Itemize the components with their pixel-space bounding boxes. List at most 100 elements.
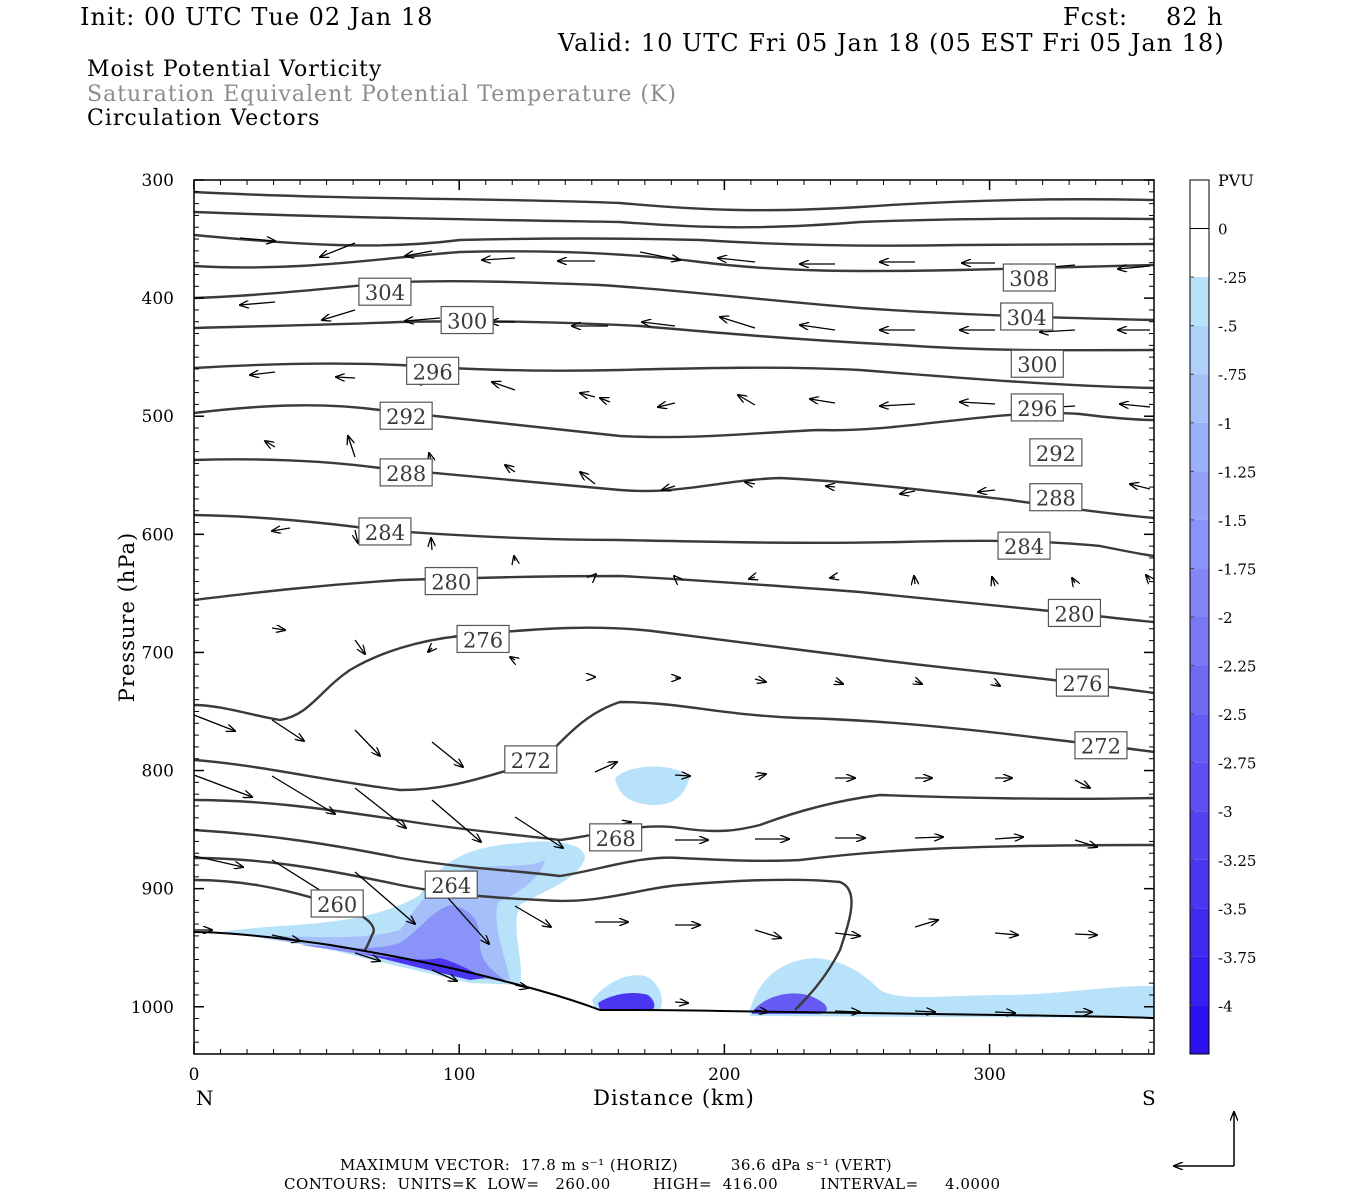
circulation-vector bbox=[1146, 575, 1150, 580]
pv-region-sfc-left-core bbox=[598, 992, 655, 1010]
colorbar-swatch bbox=[1190, 374, 1209, 423]
contour-label: 272 bbox=[504, 745, 558, 774]
contour-line bbox=[194, 793, 1154, 842]
contour-line bbox=[194, 458, 1154, 520]
colorbar-label: -3.5 bbox=[1218, 900, 1247, 918]
contour-info-note: CONTOURS: UNITS=K LOW= 260.00 HIGH= 416.… bbox=[284, 1175, 1001, 1193]
circulation-vector bbox=[1074, 839, 1097, 847]
colorbar-swatch bbox=[1190, 325, 1209, 375]
contour-line bbox=[194, 931, 1154, 1019]
circulation-vector bbox=[900, 491, 916, 494]
colorbar-label: -.5 bbox=[1218, 318, 1237, 336]
circulation-vector bbox=[738, 395, 756, 406]
circulation-vector bbox=[431, 799, 481, 842]
circulation-vector bbox=[1130, 484, 1151, 489]
svg-text:284: 284 bbox=[365, 521, 405, 545]
circulation-vector bbox=[662, 486, 676, 490]
init-time: Init: 00 UTC Tue 02 Jan 18 bbox=[80, 3, 434, 31]
colorbar-swatch bbox=[1190, 568, 1209, 617]
circulation-vector bbox=[720, 317, 756, 329]
circulation-vector bbox=[1120, 404, 1151, 407]
field-title-vectors: Circulation Vectors bbox=[87, 106, 321, 131]
circulation-vector bbox=[594, 762, 617, 773]
x-axis-right-end-label: S bbox=[1142, 1086, 1156, 1110]
circulation-vector bbox=[194, 774, 252, 797]
colorbar-label: -1.75 bbox=[1218, 560, 1256, 578]
contour-line bbox=[194, 210, 1154, 229]
svg-text:280: 280 bbox=[431, 571, 471, 595]
svg-text:272: 272 bbox=[511, 749, 551, 773]
valid-time: Valid: 10 UTC Fri 05 Jan 18 (05 EST Fri … bbox=[558, 29, 1225, 57]
circulation-vector bbox=[431, 969, 457, 981]
colorbar-label: -.75 bbox=[1218, 366, 1247, 384]
circulation-vector bbox=[580, 393, 596, 397]
y-tick-label: 600 bbox=[142, 525, 174, 545]
circulation-vector bbox=[642, 322, 676, 326]
colorbar-swatch bbox=[1190, 1005, 1209, 1054]
contour-label: 280 bbox=[424, 566, 478, 596]
circulation-vector bbox=[271, 775, 335, 814]
pv-region-sfc-right bbox=[750, 958, 1154, 1018]
circulation-vector bbox=[834, 933, 860, 936]
svg-text:260: 260 bbox=[317, 893, 357, 917]
contour-line bbox=[194, 700, 1154, 792]
circulation-vector bbox=[674, 775, 690, 776]
contour-line bbox=[194, 320, 1154, 352]
circulation-vector bbox=[754, 774, 766, 777]
circulation-vector bbox=[994, 837, 1023, 839]
contour-label: 284 bbox=[358, 517, 412, 546]
colorbar-swatch bbox=[1190, 422, 1209, 472]
circulation-vector bbox=[914, 1011, 935, 1012]
svg-text:276: 276 bbox=[1062, 672, 1102, 696]
pv-region-sfc-right-core bbox=[752, 993, 827, 1014]
x-tick-label: 300 bbox=[973, 1065, 1005, 1085]
colorbar-swatch bbox=[1190, 811, 1209, 860]
circulation-vector bbox=[354, 787, 406, 828]
colorbar-swatch bbox=[1190, 180, 1209, 229]
colorbar-label: -1.25 bbox=[1218, 463, 1256, 481]
colorbar-label: -2.75 bbox=[1218, 755, 1256, 773]
forecast-label: Fcst: bbox=[1063, 3, 1129, 31]
circulation-vector bbox=[914, 837, 943, 838]
contour-line bbox=[194, 828, 1154, 878]
circulation-vector bbox=[639, 251, 680, 260]
circulation-vector bbox=[514, 905, 551, 927]
svg-text:284: 284 bbox=[1004, 535, 1044, 559]
circulation-vector bbox=[320, 242, 356, 257]
contour-line bbox=[194, 574, 1154, 624]
circulation-vector bbox=[978, 490, 996, 492]
circulation-vector bbox=[914, 576, 915, 584]
circulation-vector bbox=[336, 377, 356, 378]
circulation-vector bbox=[239, 238, 275, 241]
colorbar-swatch bbox=[1190, 956, 1209, 1006]
pv-region-800 bbox=[615, 766, 690, 806]
colorbar-swatch bbox=[1190, 277, 1209, 326]
circulation-vector bbox=[880, 404, 916, 406]
contour-label: 300 bbox=[440, 305, 494, 335]
circulation-vector bbox=[745, 482, 756, 484]
contour-line bbox=[194, 362, 1154, 390]
colorbar-swatch bbox=[1190, 859, 1209, 909]
y-tick-label: 300 bbox=[142, 171, 174, 191]
circulation-vector bbox=[810, 399, 836, 403]
circulation-vector bbox=[1118, 266, 1151, 269]
svg-text:288: 288 bbox=[1036, 487, 1076, 511]
circulation-vector bbox=[749, 577, 755, 579]
svg-text:304: 304 bbox=[1007, 306, 1047, 330]
circulation-vector bbox=[431, 741, 463, 767]
circulation-vector bbox=[658, 403, 676, 407]
pv-region-slope-core bbox=[300, 905, 505, 980]
colorbar-label: -1.5 bbox=[1218, 512, 1247, 530]
circulation-vector bbox=[505, 465, 516, 472]
y-tick-label: 900 bbox=[142, 880, 174, 900]
svg-text:296: 296 bbox=[413, 360, 453, 384]
contour-label: 268 bbox=[589, 823, 643, 852]
circulation-vector bbox=[800, 325, 836, 331]
circulation-vector bbox=[482, 258, 516, 260]
circulation-vector bbox=[754, 929, 781, 938]
contour-line bbox=[194, 626, 1154, 722]
circulation-vector bbox=[994, 1012, 1015, 1013]
field-title-mpv: Moist Potential Vorticity bbox=[87, 57, 383, 82]
svg-text:300: 300 bbox=[1017, 353, 1057, 377]
